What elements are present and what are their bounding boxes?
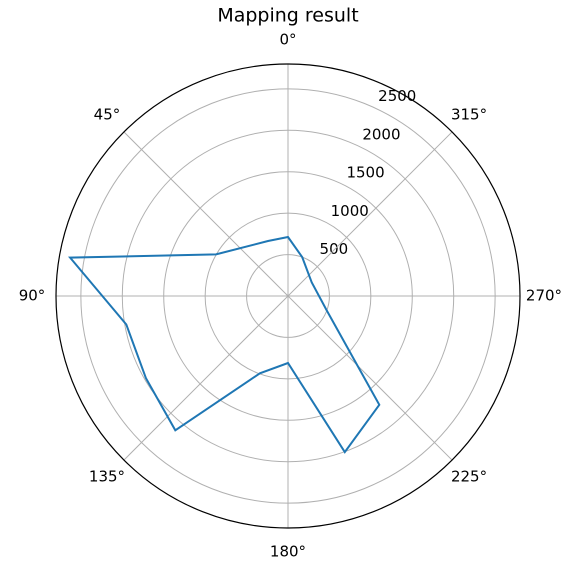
polar-frame [55,63,521,529]
theta-tick-label: 0° [279,31,296,49]
grid-spoke [123,131,289,297]
r-tick-label: 1500 [346,164,384,182]
theta-tick-label: 270° [526,287,562,305]
grid-spoke [123,295,289,461]
r-tick-label: 2000 [362,125,400,143]
theta-tick-label: 180° [270,543,306,561]
r-tick-label: 500 [320,240,349,258]
data-line [67,235,381,454]
theta-tick-label: 135° [89,468,125,486]
theta-tick-label: 315° [451,105,487,123]
r-tick-label: 2500 [378,87,416,105]
theta-tick-label: 225° [451,468,487,486]
grid-spoke [287,295,453,461]
theta-tick-label: 45° [94,105,121,123]
chart-title: Mapping result [217,5,358,27]
theta-tick-label: 90° [19,287,46,305]
r-tick-label: 1000 [331,202,369,220]
grid-spoke [287,131,453,297]
